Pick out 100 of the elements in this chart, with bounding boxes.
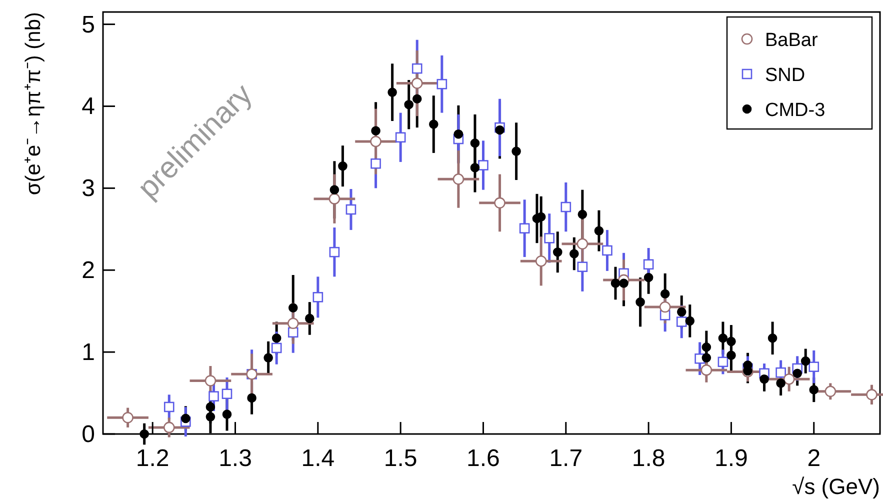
x-tick-label: 1.5 [384, 445, 418, 472]
point [644, 272, 654, 282]
x-axis-title: √s (GeV) [792, 474, 880, 499]
point [271, 342, 282, 354]
point [535, 255, 547, 267]
point [370, 136, 382, 148]
point [328, 193, 340, 204]
point [305, 314, 314, 324]
point [452, 174, 464, 185]
y-tick-label: 2 [82, 257, 95, 284]
point [264, 353, 273, 362]
point [436, 78, 448, 90]
point [122, 412, 134, 424]
y-tick-label: 1 [82, 339, 95, 366]
legend-label: CMD-3 [765, 100, 826, 121]
point [660, 289, 670, 299]
point [330, 185, 340, 194]
x-tick-label: 1.7 [549, 445, 583, 472]
y-tick-label: 3 [82, 175, 95, 202]
point [412, 63, 422, 74]
point [700, 364, 712, 376]
point [809, 385, 819, 394]
point [288, 327, 298, 338]
point [370, 158, 381, 169]
point [312, 292, 324, 302]
point [272, 333, 282, 343]
point [718, 333, 728, 343]
x-tick-label: 1.2 [136, 445, 170, 472]
point [454, 129, 464, 139]
point [702, 342, 712, 352]
point [288, 303, 298, 312]
point [512, 146, 521, 156]
point [206, 412, 216, 422]
point [783, 373, 795, 385]
point [808, 362, 820, 372]
point [208, 391, 219, 402]
legend-label: SND [765, 65, 806, 86]
point [412, 94, 422, 104]
point [570, 249, 579, 258]
point [222, 388, 232, 399]
point [395, 132, 406, 143]
legend-label: BaBar [765, 30, 818, 51]
point [866, 389, 878, 400]
point [776, 378, 786, 388]
point [643, 259, 654, 270]
x-tick-label: 1.8 [632, 445, 666, 472]
point [776, 367, 786, 378]
point [552, 247, 562, 257]
point [404, 100, 414, 110]
x-tick-label: 1.6 [466, 445, 500, 472]
point [247, 393, 256, 403]
point [702, 353, 712, 362]
point [685, 316, 695, 326]
point [495, 125, 504, 135]
point [470, 163, 480, 172]
point [824, 386, 836, 398]
point [478, 160, 488, 170]
x-tick-label: 1.3 [218, 445, 252, 472]
point [636, 297, 645, 307]
y-tick-label: 4 [82, 93, 95, 120]
point [659, 301, 671, 313]
point [206, 402, 216, 412]
point [800, 356, 810, 366]
point [676, 307, 686, 317]
x-tick-label: 1.9 [714, 445, 748, 472]
y-tick-label: 0 [82, 421, 95, 448]
x-tick-label: 2 [807, 445, 821, 472]
point [411, 78, 423, 89]
point [388, 88, 397, 97]
point [768, 333, 778, 343]
point [676, 316, 687, 327]
x-tick-label: 1.4 [301, 445, 335, 472]
point [792, 368, 802, 378]
point [163, 422, 175, 434]
point [346, 204, 356, 215]
point [610, 278, 620, 288]
point [222, 410, 232, 419]
point [578, 210, 588, 220]
point [287, 318, 299, 330]
point [726, 336, 736, 346]
point [140, 429, 149, 439]
point [204, 375, 216, 386]
point [594, 226, 604, 236]
point [602, 245, 612, 256]
point [760, 374, 769, 384]
point [164, 402, 174, 412]
point [577, 262, 588, 272]
point [338, 161, 348, 171]
point [544, 233, 555, 244]
point [428, 120, 438, 129]
point [576, 238, 588, 250]
point [371, 126, 380, 136]
point [726, 350, 736, 360]
y-axis-title: σ(e⁺e⁻→ηπ⁺π⁻) (nb) [22, 12, 45, 196]
point [329, 246, 340, 258]
y-tick-label: 5 [82, 11, 95, 38]
point [494, 197, 506, 209]
point [619, 278, 628, 288]
point [470, 138, 480, 148]
point [718, 356, 728, 368]
